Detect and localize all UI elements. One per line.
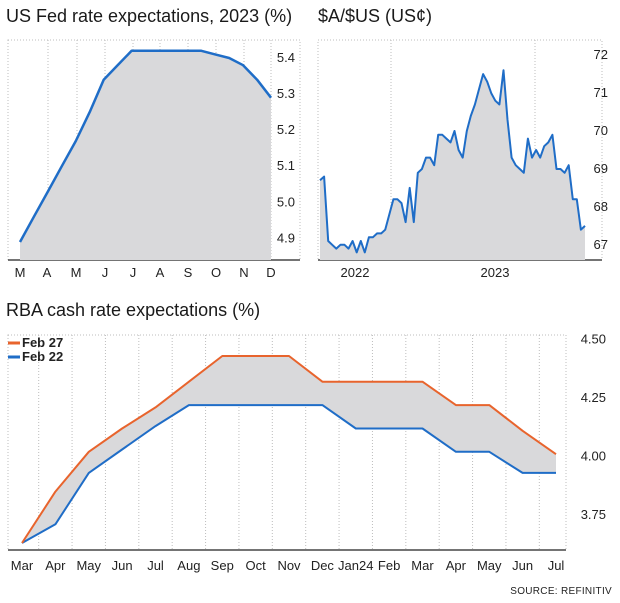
rba-x-tick-label: Jun bbox=[512, 558, 533, 573]
rba-x-tick-label: May bbox=[76, 558, 101, 573]
fed-y-tick-label: 5.2 bbox=[277, 122, 295, 137]
source-note: SOURCE: REFINITIV bbox=[510, 586, 612, 597]
fed-y-tick-label: 5.0 bbox=[277, 194, 295, 209]
fed-x-tick-label: S bbox=[184, 265, 193, 280]
rba-y-tick-label: 4.25 bbox=[581, 390, 606, 405]
aud-rate-line bbox=[319, 69, 586, 254]
rba-x-tick-label: Sep bbox=[211, 558, 234, 573]
rba-difference-area bbox=[22, 356, 556, 543]
rba-x-tick-label: Apr bbox=[45, 558, 66, 573]
rba-chart-title: RBA cash rate expectations (%) bbox=[6, 300, 261, 320]
legend-feb22-label: Feb 22 bbox=[22, 349, 63, 364]
fed-x-tick-label: M bbox=[15, 265, 26, 280]
rba-x-tick-label: May bbox=[477, 558, 502, 573]
aud-y-tick-label: 68 bbox=[594, 199, 608, 214]
aud-x-tick-label: 2022 bbox=[341, 265, 370, 280]
rba-y-tick-label: 4.00 bbox=[581, 449, 606, 464]
rba-feb22-line bbox=[21, 404, 556, 544]
fed-x-tick-label: D bbox=[266, 265, 275, 280]
fed-chart-title: US Fed rate expectations, 2023 (%) bbox=[6, 6, 293, 26]
fed-y-tick-label: 5.1 bbox=[277, 158, 295, 173]
fed-x-tick-label: J bbox=[130, 265, 137, 280]
rba-x-tick-label: Feb bbox=[378, 558, 400, 573]
fed-x-tick-label: J bbox=[102, 265, 109, 280]
rba-y-tick-label: 3.75 bbox=[581, 507, 606, 522]
fed-area-fill bbox=[20, 50, 271, 260]
aud-area-fill bbox=[320, 70, 585, 260]
fed-x-tick-label: N bbox=[239, 265, 248, 280]
aud-chart-title: $A/$US (US¢) bbox=[318, 6, 433, 26]
rba-x-tick-label: Mar bbox=[411, 558, 434, 573]
rba-x-tick-label: Mar bbox=[11, 558, 34, 573]
rba-x-tick-label: Jun bbox=[112, 558, 133, 573]
rba-x-tick-label: Nov bbox=[277, 558, 301, 573]
fed-x-tick-label: A bbox=[156, 265, 165, 280]
aud-y-tick-label: 70 bbox=[594, 123, 608, 138]
fed-x-tick-label: A bbox=[43, 265, 52, 280]
rba-plot-frame bbox=[7, 334, 567, 551]
rba-y-tick-label: 4.50 bbox=[581, 332, 606, 347]
fed-rate-line bbox=[18, 49, 272, 243]
fed-y-tick-label: 5.4 bbox=[277, 50, 295, 65]
aud-y-tick-label: 71 bbox=[594, 85, 608, 100]
rba-x-tick-label: Dec bbox=[311, 558, 335, 573]
aud-y-tick-label: 72 bbox=[594, 47, 608, 62]
rba-x-tick-label: Jul bbox=[147, 558, 164, 573]
legend-feb27-label: Feb 27 bbox=[22, 335, 63, 350]
rba-x-tick-label: Apr bbox=[446, 558, 467, 573]
rba-feb27-line bbox=[21, 355, 557, 544]
fed-x-tick-label: O bbox=[211, 265, 221, 280]
aud-y-tick-label: 69 bbox=[594, 161, 608, 176]
rba-x-tick-label: Aug bbox=[177, 558, 200, 573]
rba-x-tick-label: Oct bbox=[246, 558, 267, 573]
fed-y-tick-label: 4.9 bbox=[277, 230, 295, 245]
rba-x-tick-label: Jan24 bbox=[338, 558, 373, 573]
rba-x-tick-label: Jul bbox=[548, 558, 565, 573]
aud-y-tick-label: 67 bbox=[594, 237, 608, 252]
fed-x-tick-label: M bbox=[71, 265, 82, 280]
aud-x-tick-label: 2023 bbox=[481, 265, 510, 280]
fed-y-tick-label: 5.3 bbox=[277, 86, 295, 101]
